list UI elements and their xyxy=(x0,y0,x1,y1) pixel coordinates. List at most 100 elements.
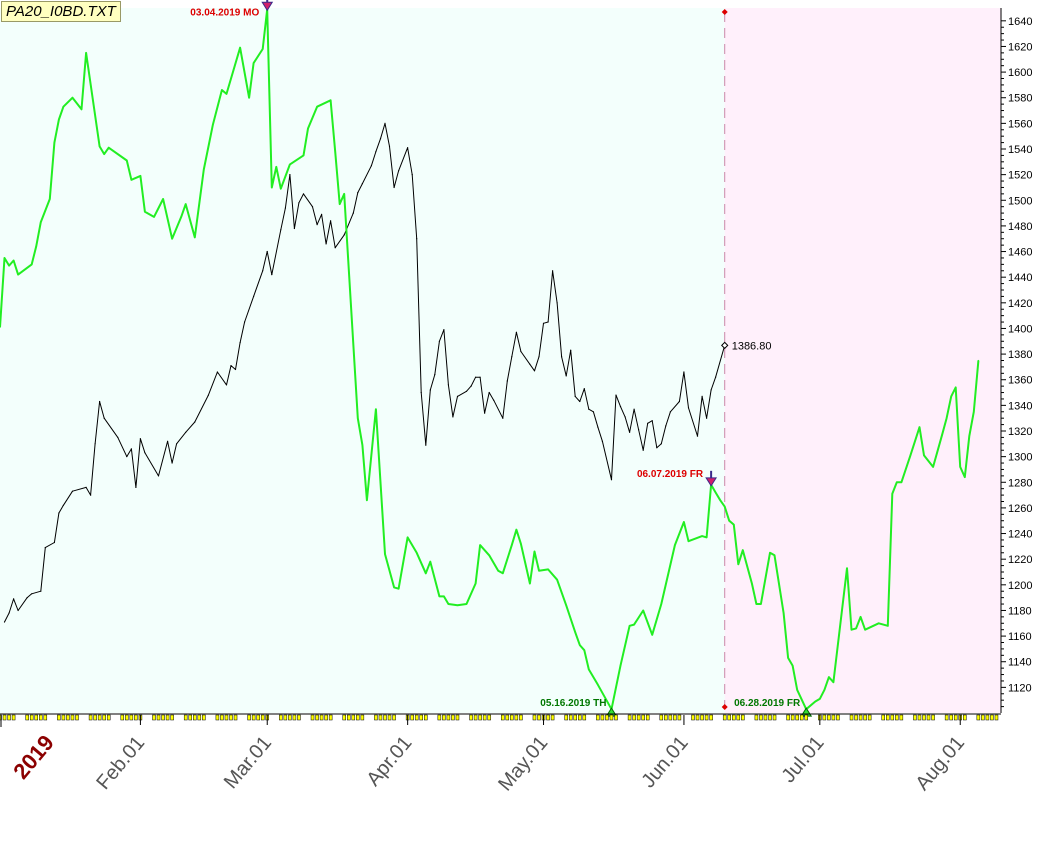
data-point-forecast xyxy=(814,700,816,703)
y-tick-label: 1120 xyxy=(1008,682,1032,694)
data-point-price xyxy=(429,389,431,391)
data-point-forecast xyxy=(660,603,662,605)
data-point-forecast xyxy=(719,499,721,501)
data-point-forecast xyxy=(456,604,459,606)
day-tick xyxy=(487,714,491,721)
day-tick xyxy=(233,714,238,721)
last-price-marker: 1386.80 xyxy=(720,340,772,352)
data-point-price xyxy=(130,448,132,450)
data-point-price xyxy=(44,547,46,549)
data-point-price xyxy=(244,321,246,323)
data-point-forecast xyxy=(773,554,776,556)
data-point-forecast xyxy=(819,698,821,700)
data-point-forecast xyxy=(538,570,540,572)
y-tick-label: 1440 xyxy=(1008,272,1032,284)
data-point-forecast xyxy=(185,203,187,205)
data-point-forecast xyxy=(742,549,744,551)
y-tick-label: 1560 xyxy=(1008,118,1032,130)
data-point-price xyxy=(330,220,332,222)
data-point-forecast xyxy=(597,684,599,686)
y-tick-label: 1380 xyxy=(1008,349,1032,361)
day-tick xyxy=(786,714,790,721)
day-tick xyxy=(881,714,885,721)
y-tick-label: 1640 xyxy=(1008,16,1032,28)
day-tick xyxy=(34,714,38,721)
history-background xyxy=(0,8,725,713)
data-point-forecast xyxy=(144,211,146,213)
data-point-price xyxy=(216,371,218,373)
data-point-price xyxy=(529,363,531,365)
day-tick xyxy=(505,714,510,721)
day-tick xyxy=(836,714,840,721)
data-point-price xyxy=(393,186,395,189)
day-tick xyxy=(61,714,66,721)
y-tick-label: 1520 xyxy=(1008,170,1032,182)
data-point-forecast xyxy=(728,520,730,522)
data-point-forecast xyxy=(221,89,223,91)
data-point-forecast xyxy=(733,524,735,526)
data-point-price xyxy=(17,609,19,612)
data-point-forecast xyxy=(651,634,653,636)
day-tick xyxy=(43,714,48,721)
data-point-forecast xyxy=(533,550,536,553)
day-tick xyxy=(455,714,460,721)
day-tick xyxy=(700,714,704,721)
data-point-forecast xyxy=(31,263,33,265)
data-point-forecast xyxy=(99,145,101,147)
data-point-price xyxy=(479,376,481,378)
data-point-price xyxy=(502,417,504,419)
current-date-bottom-mark xyxy=(721,704,728,710)
data-point-price xyxy=(701,395,703,397)
data-point-forecast xyxy=(574,631,576,633)
day-tick xyxy=(772,714,777,721)
data-point-price xyxy=(135,486,137,488)
data-point-forecast xyxy=(447,603,449,605)
day-tick xyxy=(478,714,482,721)
data-point-forecast xyxy=(361,444,363,446)
day-tick xyxy=(29,714,34,721)
data-point-forecast xyxy=(823,689,826,691)
day-tick xyxy=(994,714,999,721)
day-tick xyxy=(451,714,455,721)
day-tick xyxy=(39,714,43,721)
data-point-price xyxy=(334,247,336,249)
day-tick xyxy=(867,714,872,721)
data-point-price xyxy=(379,138,382,140)
day-tick xyxy=(627,714,632,721)
day-tick xyxy=(66,714,70,721)
y-tick-label: 1420 xyxy=(1008,298,1032,310)
day-tick xyxy=(913,714,917,721)
day-tick xyxy=(125,714,129,721)
day-tick xyxy=(804,714,808,721)
y-tick-label: 1220 xyxy=(1008,554,1032,566)
data-point-price xyxy=(696,435,699,437)
day-tick xyxy=(519,714,523,721)
data-point-price xyxy=(488,391,490,394)
day-tick xyxy=(795,714,799,721)
day-tick xyxy=(632,714,636,721)
day-tick xyxy=(931,714,935,721)
day-tick xyxy=(990,714,994,721)
data-point-forecast xyxy=(633,624,635,626)
y-tick-label: 1140 xyxy=(1008,657,1032,669)
last-price-label: 1386.80 xyxy=(732,340,772,352)
day-tick xyxy=(722,714,727,721)
day-tick xyxy=(704,714,709,721)
data-point-forecast xyxy=(642,609,644,612)
data-point-forecast xyxy=(955,386,957,388)
data-point-price xyxy=(361,183,363,185)
data-point-price xyxy=(638,429,640,431)
data-point-price xyxy=(40,590,42,592)
data-point-price xyxy=(538,356,540,358)
data-point-forecast xyxy=(923,454,925,456)
data-point-forecast xyxy=(896,481,898,483)
data-point-price xyxy=(416,238,418,240)
day-tick xyxy=(677,714,682,721)
day-tick xyxy=(890,714,895,721)
day-tick xyxy=(374,714,378,721)
data-point-price xyxy=(647,422,649,424)
data-point-forecast xyxy=(253,62,255,64)
forecast-background xyxy=(724,8,1001,713)
day-tick xyxy=(668,714,673,721)
